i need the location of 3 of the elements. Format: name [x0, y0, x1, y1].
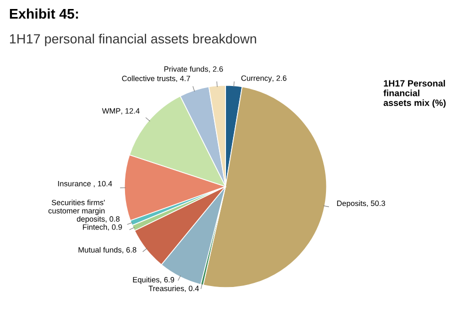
- chart-subtitle: 1H17 personal financial assets breakdown: [10, 34, 256, 46]
- text: 1H17 Personal financial assets mix (%): [384, 80, 446, 108]
- chart-title: Exhibit 45:: [10, 8, 78, 19]
